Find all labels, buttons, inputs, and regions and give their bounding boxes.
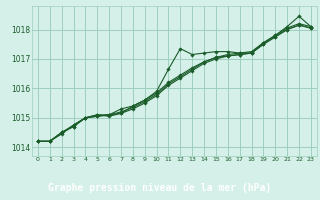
Text: Graphe pression niveau de la mer (hPa): Graphe pression niveau de la mer (hPa) (48, 183, 272, 193)
